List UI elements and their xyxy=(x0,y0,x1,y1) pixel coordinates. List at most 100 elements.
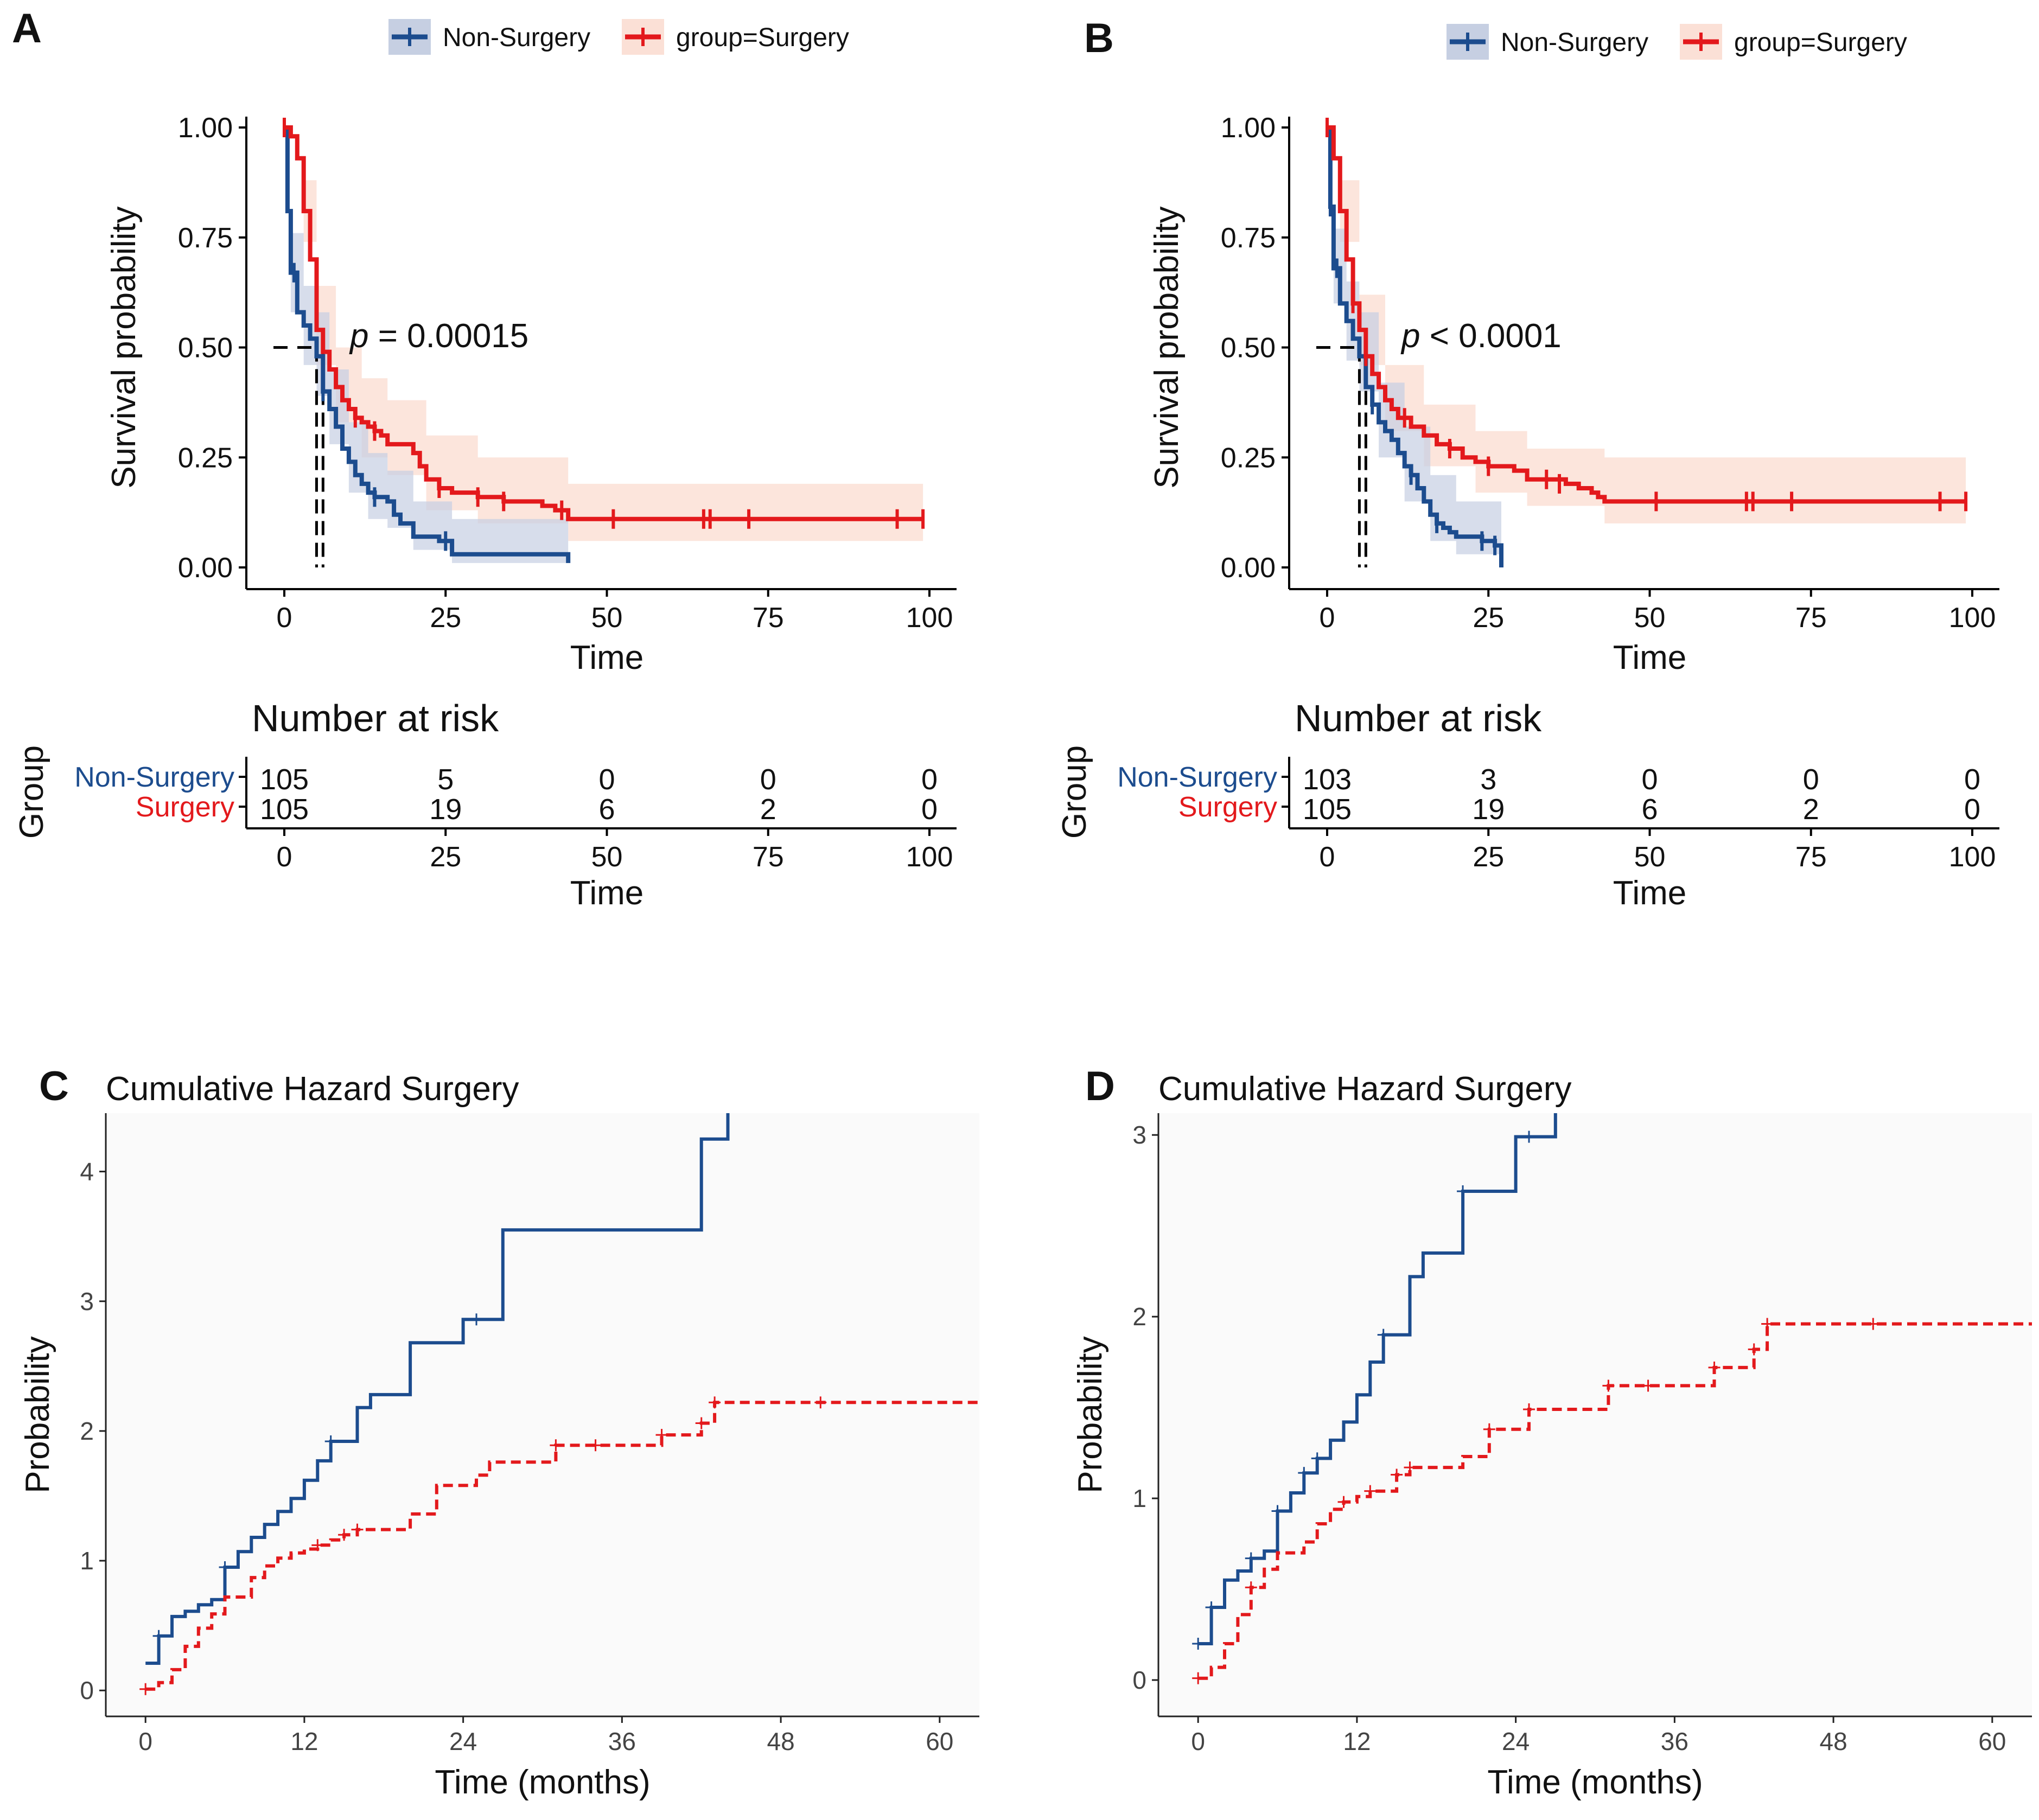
risk-group-label: Group xyxy=(1056,745,1093,839)
hazard-curve-surgery xyxy=(145,1401,979,1691)
risk-group-label: Group xyxy=(13,745,50,839)
risk-count-surgery: 2 xyxy=(760,793,776,826)
y-axis-title: Survival probability xyxy=(105,206,143,488)
risk-count-non-surgery: 103 xyxy=(1303,763,1352,796)
survival-curve-surgery xyxy=(284,125,923,521)
ci-band-non-surgery xyxy=(1327,127,1501,567)
risk-count-surgery: 6 xyxy=(598,793,615,826)
y-tick-label: 1.00 xyxy=(178,112,233,144)
y-tick-label: 0.00 xyxy=(178,552,233,584)
y-tick-label: 3 xyxy=(1132,1121,1146,1149)
risk-x-tick-label: 100 xyxy=(906,841,953,873)
risk-count-non-surgery: 0 xyxy=(1803,763,1819,796)
risk-x-tick-label: 75 xyxy=(1795,841,1827,873)
risk-count-non-surgery: 0 xyxy=(921,763,938,796)
x-axis-title: Time xyxy=(570,639,643,676)
risk-x-axis-title: Time xyxy=(570,874,643,912)
legend: Non-Surgery group=Surgery xyxy=(1447,24,1907,60)
risk-x-tick-label: 50 xyxy=(591,841,623,873)
x-tick-label: 36 xyxy=(1661,1727,1688,1755)
risk-count-surgery: 2 xyxy=(1803,793,1819,826)
legend-label-surgery: group=Surgery xyxy=(676,23,849,52)
x-tick-label: 48 xyxy=(1820,1727,1847,1755)
risk-row-label-surgery: Surgery xyxy=(1178,791,1277,823)
x-axis-title: Time xyxy=(1613,639,1686,676)
risk-count-surgery: 6 xyxy=(1641,793,1658,826)
risk-count-non-surgery: 0 xyxy=(760,763,776,796)
risk-row-label-non-surgery: Non-Surgery xyxy=(1117,762,1277,793)
y-tick-label: 1 xyxy=(1132,1484,1146,1512)
y-tick-label: 4 xyxy=(80,1158,94,1186)
risk-count-non-surgery: 0 xyxy=(598,763,615,796)
risk-table-title: Number at risk xyxy=(252,697,499,739)
y-axis-title: Survival probability xyxy=(1148,206,1186,488)
legend-label-non-surgery: Non-Surgery xyxy=(1501,28,1648,57)
x-tick-label: 36 xyxy=(608,1727,636,1755)
y-tick-label: 0.25 xyxy=(178,442,233,474)
p-value-text: = 0.00015 xyxy=(368,317,528,355)
risk-count-surgery: 19 xyxy=(1472,793,1505,826)
risk-count-surgery: 105 xyxy=(260,793,309,826)
risk-count-non-surgery: 5 xyxy=(437,763,454,796)
x-axis-title: Time (months) xyxy=(1487,1764,1703,1801)
legend: Non-Surgery group=Surgery xyxy=(388,19,849,55)
x-tick-label: 24 xyxy=(449,1727,477,1755)
risk-x-tick-label: 75 xyxy=(753,841,784,873)
risk-x-tick-label: 100 xyxy=(1949,841,1996,873)
risk-count-surgery: 19 xyxy=(429,793,462,826)
ci-band-surgery xyxy=(1327,127,1966,523)
risk-x-tick-label: 25 xyxy=(430,841,461,873)
x-tick-label: 48 xyxy=(767,1727,795,1755)
risk-count-non-surgery: 0 xyxy=(1964,763,1980,796)
x-tick-label: 12 xyxy=(1343,1727,1371,1755)
y-tick-label: 0.75 xyxy=(1221,222,1276,254)
p-value-symbol: p xyxy=(349,317,368,355)
y-tick-label: 0.00 xyxy=(1221,552,1276,584)
risk-count-non-surgery: 3 xyxy=(1480,763,1496,796)
x-tick-label: 75 xyxy=(753,602,784,634)
risk-x-tick-label: 50 xyxy=(1634,841,1666,873)
x-tick-label: 75 xyxy=(1795,602,1827,634)
km-panel-A: A Non-Surgery group=Surgery 0.00 0.25 0.50 0.7… xyxy=(12,5,957,912)
p-value: p = 0.00015 xyxy=(349,317,528,355)
x-tick-label: 50 xyxy=(591,602,623,634)
p-value-symbol: p xyxy=(1400,317,1420,355)
legend-label-surgery: group=Surgery xyxy=(1734,28,1907,57)
plot-area xyxy=(1192,1113,2032,1684)
y-tick-label: 0.50 xyxy=(1221,333,1276,364)
p-value-text: < 0.0001 xyxy=(1420,317,1561,355)
risk-x-tick-label: 25 xyxy=(1473,841,1504,873)
risk-x-tick-label: 0 xyxy=(277,841,292,873)
y-tick-label: 0.25 xyxy=(1221,442,1276,474)
survival-curve-non-surgery xyxy=(284,125,571,563)
y-tick-label: 2 xyxy=(1132,1302,1146,1331)
x-tick-label: 0 xyxy=(277,602,292,634)
y-tick-label: 0 xyxy=(80,1676,94,1704)
x-tick-label: 0 xyxy=(1191,1727,1205,1755)
y-axis-title: Probability xyxy=(19,1336,56,1493)
risk-count-non-surgery: 0 xyxy=(1641,763,1658,796)
risk-x-tick-label: 0 xyxy=(1320,841,1335,873)
panel-letter: B xyxy=(1084,15,1114,61)
x-tick-label: 60 xyxy=(926,1727,953,1755)
x-tick-label: 50 xyxy=(1634,602,1666,634)
km-panel-B: B Non-Surgery group=Surgery 0.00 0.25 0.50 0.7… xyxy=(1056,15,1999,912)
y-axis-title: Probability xyxy=(1072,1336,1109,1493)
risk-count-non-surgery: 105 xyxy=(260,763,309,796)
panel-letter: A xyxy=(12,5,42,52)
plot-area xyxy=(139,1113,979,1695)
panel-letter: D xyxy=(1085,1063,1115,1109)
plot-background xyxy=(1158,1113,2032,1716)
x-tick-label: 60 xyxy=(1978,1727,2006,1755)
chart-title: Cumulative Hazard Surgery xyxy=(1158,1070,1572,1108)
y-tick-label: 1 xyxy=(80,1547,94,1575)
x-tick-label: 100 xyxy=(906,602,953,634)
risk-table-title: Number at risk xyxy=(1295,697,1542,739)
hazard-curve-non-surgery xyxy=(1198,1113,1557,1645)
x-axis-title: Time (months) xyxy=(435,1764,650,1801)
